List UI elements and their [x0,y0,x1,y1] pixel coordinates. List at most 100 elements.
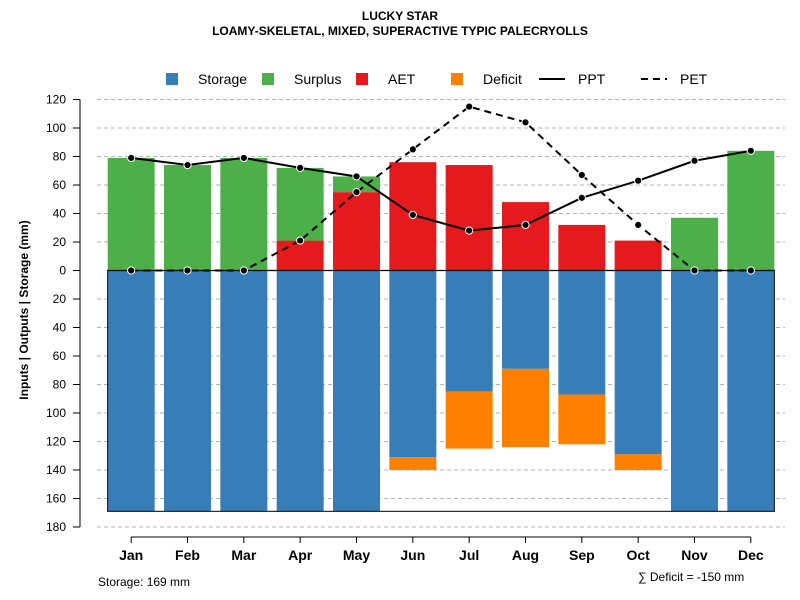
bar-storage [389,270,437,458]
point-ppt [690,156,699,165]
x-tick-label: Mar [231,547,256,563]
y-tick-label: 100 [46,121,66,135]
bar-storage [502,270,549,369]
chart-subtitle: LOAMY-SKELETAL, MIXED, SUPERACTIVE TYPIC… [212,24,588,38]
legend-swatch [262,73,274,85]
series-line-ppt [131,149,752,232]
bar-storage [445,270,493,392]
bar-deficit [614,454,662,470]
bar-surplus [164,165,211,271]
y-tick-label: 40 [53,321,67,335]
legend-label: Surplus [294,71,341,87]
x-tick-label: Jun [400,547,425,563]
point-ppt [577,193,586,202]
deficit-total-label: ∑ Deficit = -150 mm [638,570,745,584]
y-tick-label: 0 [59,264,66,278]
point-pet [634,220,643,229]
legend-label: Storage [198,71,247,87]
bar-surplus [671,217,718,271]
y-tick-label: 80 [53,378,67,392]
point-ppt [127,153,136,163]
bar-surplus [727,150,775,271]
point-ppt [465,226,474,235]
bar-storage [727,270,775,512]
y-tick-label: 120 [46,435,66,449]
x-tick-label: Feb [175,547,200,563]
bar-surplus [333,176,380,193]
point-pet [577,170,586,180]
point-pet [296,236,305,245]
series-line-pet [131,105,751,272]
point-ppt [239,153,248,163]
bar-surplus [107,157,155,271]
bar-aet [333,192,380,271]
point-ppt [296,163,305,172]
point-pet [352,188,361,197]
point-pet [465,102,474,111]
bar-surplus [276,167,324,241]
y-tick-label: 60 [53,178,67,192]
bar-storage [558,270,606,395]
bar-storage [107,270,155,512]
legend-label: Deficit [483,71,522,87]
x-tick-label: Aug [512,547,539,563]
y-tick-label: 60 [53,349,67,363]
y-tick-label: 120 [46,93,66,107]
bar-aet [445,165,493,271]
bar-aet [276,240,324,271]
y-axis-label: Inputs | Outputs | Storage (mm) [17,220,31,399]
x-tick-label: Sep [569,547,595,563]
bar-deficit [445,391,493,449]
y-tick-label: 140 [46,463,66,477]
y-tick-label: 40 [53,207,67,221]
y-tick-label: 20 [53,235,67,249]
point-pet [183,266,192,275]
legend-label: PET [680,71,708,87]
bar-storage [671,270,718,512]
bar-surplus [220,157,268,271]
point-pet [408,145,417,154]
bar-deficit [389,457,437,470]
chart-title: LUCKY STAR [361,9,439,23]
point-pet [746,266,755,275]
y-tick-label: 100 [46,406,66,420]
point-ppt [521,220,530,229]
point-pet [521,118,530,127]
y-tick-label: 160 [46,492,66,506]
y-tick-label: 80 [53,150,67,164]
legend-swatch [356,73,368,85]
x-tick-label: Jan [119,547,143,563]
point-pet [239,266,248,275]
bar-storage [614,270,662,455]
x-tick-label: Nov [681,547,708,563]
bar-aet [502,202,549,271]
legend-swatch [451,73,463,85]
point-ppt [746,146,755,155]
bar-deficit [502,368,549,448]
bar-storage [164,270,211,512]
point-ppt [183,160,192,170]
bar-storage [220,270,268,512]
point-pet [127,266,136,275]
bar-storage [276,270,324,512]
x-tick-label: Oct [626,547,650,563]
bar-storage [333,270,380,512]
storage-total-label: Storage: 169 mm [98,575,191,589]
bar-aet [614,240,662,271]
y-tick-label: 180 [46,520,66,534]
point-pet [690,266,699,275]
point-ppt [634,176,643,185]
x-tick-label: Jul [459,547,479,563]
legend-label: PPT [578,71,606,87]
point-ppt [352,172,361,181]
x-tick-label: May [343,547,370,563]
point-ppt [408,210,417,220]
x-tick-label: Apr [288,547,313,563]
bar-aet [558,224,606,271]
x-tick-label: Dec [738,547,764,563]
legend-label: AET [388,71,416,87]
bar-deficit [558,394,606,445]
y-tick-label: 20 [53,292,67,306]
legend-swatch [166,73,178,85]
